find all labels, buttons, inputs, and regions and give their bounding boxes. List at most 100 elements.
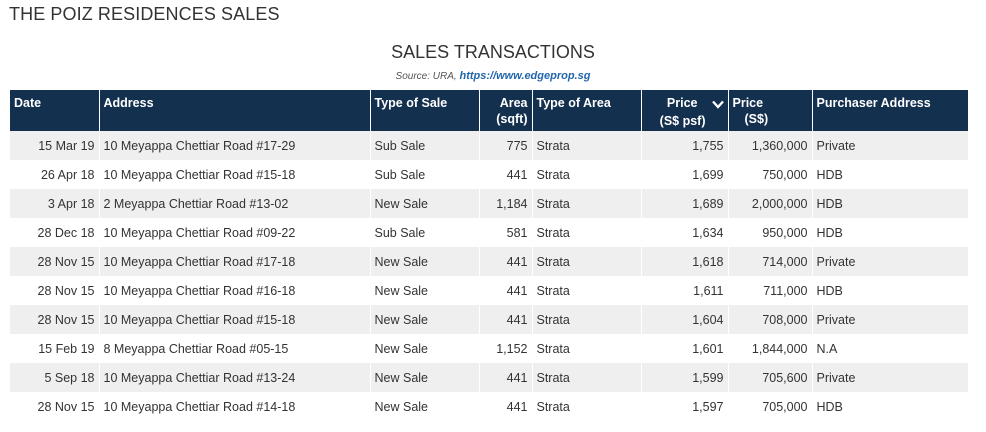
cell-date: 28 Nov 15 (10, 392, 100, 421)
cell-area: 1,152 (479, 334, 533, 363)
cell-area: 441 (479, 160, 533, 189)
cell-date: 15 Feb 19 (10, 334, 100, 363)
cell-type-of-sale: New Sale (370, 305, 480, 334)
cell-purchaser-address: HDB (812, 392, 968, 421)
column-header-type-of-sale[interactable]: Type of Sale (370, 90, 480, 131)
cell-purchaser-address: HDB (812, 276, 968, 305)
cell-purchaser-address: HDB (812, 189, 968, 218)
cell-type-of-sale: New Sale (370, 189, 480, 218)
source-note: Source: URA, https://www.edgeprop.sg (0, 70, 986, 82)
cell-purchaser-address: HDB (812, 218, 968, 247)
source-link[interactable]: https://www.edgeprop.sg (459, 70, 591, 82)
page-title: THE POIZ RESIDENCES SALES (9, 4, 280, 24)
cell-price-psf: 1,604 (641, 305, 729, 334)
cell-type-of-area: Strata (532, 392, 642, 421)
cell-price: 711,000 (728, 276, 813, 305)
cell-date: 3 Apr 18 (10, 189, 100, 218)
table-row: 3 Apr 18 2 Meyappa Chettiar Road #13-02 Ne… (10, 189, 968, 218)
column-header-date[interactable]: Date (10, 90, 100, 131)
table-row: 28 Nov 15 10 Meyappa Chettiar Road #14-18… (10, 392, 968, 421)
cell-area: 775 (479, 131, 533, 160)
cell-address: 10 Meyappa Chettiar Road #09-22 (99, 218, 371, 247)
cell-type-of-sale: Sub Sale (370, 131, 480, 160)
cell-type-of-area: Strata (532, 305, 642, 334)
column-header-purchaser-address[interactable]: Purchaser Address (812, 90, 968, 131)
cell-date: 28 Nov 15 (10, 247, 100, 276)
cell-purchaser-address: Private (812, 305, 968, 334)
cell-date: 28 Nov 15 (10, 276, 100, 305)
chevron-down-icon[interactable] (711, 97, 724, 113)
cell-price-psf: 1,597 (641, 392, 729, 421)
cell-area: 581 (479, 218, 533, 247)
column-header-address[interactable]: Address (99, 90, 371, 131)
cell-price: 714,000 (728, 247, 813, 276)
cell-type-of-sale: New Sale (370, 392, 480, 421)
cell-type-of-sale: New Sale (370, 247, 480, 276)
cell-type-of-area: Strata (532, 218, 642, 247)
cell-price-psf: 1,699 (641, 160, 729, 189)
cell-type-of-area: Strata (532, 334, 642, 363)
cell-price: 2,000,000 (728, 189, 813, 218)
sales-transactions-table: Date Address Type of Sale Area (sqft) Typ… (10, 90, 968, 421)
cell-price: 750,000 (728, 160, 813, 189)
cell-price: 705,000 (728, 392, 813, 421)
cell-address: 10 Meyappa Chettiar Road #13-24 (99, 363, 371, 392)
table-row: 15 Mar 19 10 Meyappa Chettiar Road #17-29… (10, 131, 968, 160)
column-header-price-psf[interactable]: Price (S$ psf) (641, 90, 729, 131)
cell-address: 10 Meyappa Chettiar Road #17-18 (99, 247, 371, 276)
cell-address: 10 Meyappa Chettiar Road #14-18 (99, 392, 371, 421)
table-row: 28 Dec 18 10 Meyappa Chettiar Road #09-22… (10, 218, 968, 247)
cell-price: 950,000 (728, 218, 813, 247)
cell-date: 28 Nov 15 (10, 305, 100, 334)
table-row: 28 Nov 15 10 Meyappa Chettiar Road #16-18… (10, 276, 968, 305)
cell-type-of-sale: Sub Sale (370, 218, 480, 247)
cell-address: 10 Meyappa Chettiar Road #16-18 (99, 276, 371, 305)
cell-purchaser-address: Private (812, 131, 968, 160)
cell-price-psf: 1,611 (641, 276, 729, 305)
cell-price-psf: 1,634 (641, 218, 729, 247)
cell-date: 26 Apr 18 (10, 160, 100, 189)
cell-area: 441 (479, 392, 533, 421)
cell-address: 8 Meyappa Chettiar Road #05-15 (99, 334, 371, 363)
cell-address: 10 Meyappa Chettiar Road #15-18 (99, 305, 371, 334)
table-row: 5 Sep 18 10 Meyappa Chettiar Road #13-24 N… (10, 363, 968, 392)
table-title: SALES TRANSACTIONS (391, 42, 595, 62)
cell-date: 5 Sep 18 (10, 363, 100, 392)
cell-type-of-area: Strata (532, 247, 642, 276)
table-row: 15 Feb 19 8 Meyappa Chettiar Road #05-15 N… (10, 334, 968, 363)
cell-type-of-sale: New Sale (370, 363, 480, 392)
cell-price-psf: 1,599 (641, 363, 729, 392)
cell-date: 28 Dec 18 (10, 218, 100, 247)
cell-type-of-sale: New Sale (370, 334, 480, 363)
table-body: 15 Mar 19 10 Meyappa Chettiar Road #17-29… (10, 131, 968, 421)
cell-area: 1,184 (479, 189, 533, 218)
cell-purchaser-address: Private (812, 363, 968, 392)
cell-type-of-area: Strata (532, 276, 642, 305)
cell-date: 15 Mar 19 (10, 131, 100, 160)
cell-address: 10 Meyappa Chettiar Road #15-18 (99, 160, 371, 189)
cell-price-psf: 1,618 (641, 247, 729, 276)
cell-purchaser-address: HDB (812, 160, 968, 189)
cell-price-psf: 1,689 (641, 189, 729, 218)
cell-type-of-sale: Sub Sale (370, 160, 480, 189)
cell-price: 705,600 (728, 363, 813, 392)
cell-type-of-area: Strata (532, 189, 642, 218)
cell-address: 10 Meyappa Chettiar Road #17-29 (99, 131, 371, 160)
column-header-type-of-area[interactable]: Type of Area (532, 90, 642, 131)
column-header-area[interactable]: Area (sqft) (479, 90, 533, 131)
cell-type-of-area: Strata (532, 160, 642, 189)
cell-price: 708,000 (728, 305, 813, 334)
cell-price: 1,844,000 (728, 334, 813, 363)
cell-area: 441 (479, 276, 533, 305)
cell-price: 1,360,000 (728, 131, 813, 160)
cell-type-of-area: Strata (532, 131, 642, 160)
table-header-row: Date Address Type of Sale Area (sqft) Typ… (10, 90, 968, 131)
cell-type-of-area: Strata (532, 363, 642, 392)
column-header-price[interactable]: Price (S$) (728, 90, 813, 131)
cell-address: 2 Meyappa Chettiar Road #13-02 (99, 189, 371, 218)
cell-type-of-sale: New Sale (370, 276, 480, 305)
cell-price-psf: 1,601 (641, 334, 729, 363)
cell-purchaser-address: Private (812, 247, 968, 276)
cell-purchaser-address: N.A (812, 334, 968, 363)
table-row: 28 Nov 15 10 Meyappa Chettiar Road #15-18… (10, 305, 968, 334)
